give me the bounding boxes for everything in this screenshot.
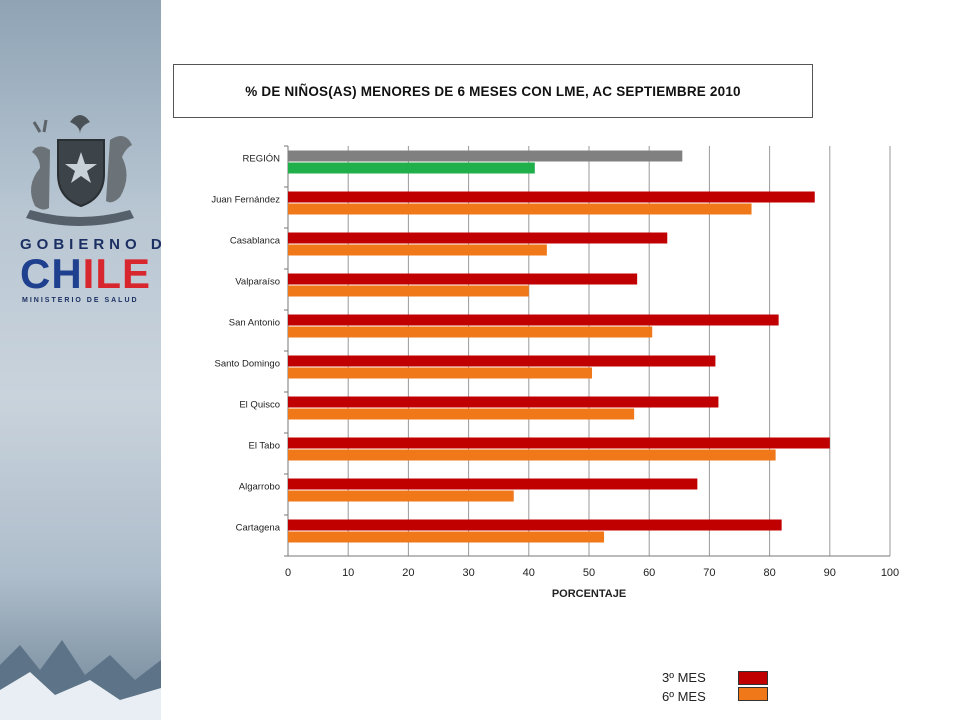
category-label: El Quisco: [239, 400, 280, 411]
bar-3mes: [288, 273, 638, 285]
category-label: El Tabo: [248, 441, 280, 452]
chart-title: % DE NIÑOS(AS) MENORES DE 6 MESES CON LM…: [245, 83, 741, 99]
bar-3mes: [288, 355, 716, 367]
legend-swatch-6mes: [738, 687, 768, 701]
sidebar-panel: GOBIERNO DE CHILE MINISTERIO DE SALUD: [0, 0, 161, 720]
bar-3mes: [288, 191, 815, 203]
chart-title-box: % DE NIÑOS(AS) MENORES DE 6 MESES CON LM…: [173, 64, 813, 118]
chile-logo-part2: ILE: [82, 250, 152, 297]
bar-3mes: [288, 232, 668, 244]
bar-6mes: [288, 203, 752, 215]
bar-6mes: [288, 244, 547, 256]
bar-3mes: [288, 437, 830, 449]
category-label: Valparaíso: [235, 277, 280, 288]
coat-of-arms-icon: [26, 115, 134, 226]
x-tick-label: 10: [342, 567, 354, 579]
x-axis-label: PORCENTAJE: [552, 588, 626, 600]
bar-6mes: [288, 490, 514, 502]
category-label: Santo Domingo: [215, 359, 280, 370]
category-label: Juan Fernández: [211, 195, 280, 206]
x-tick-label: 100: [881, 567, 899, 579]
category-label: Algarrobo: [239, 482, 280, 493]
category-label: Casablanca: [230, 236, 281, 247]
x-tick-label: 50: [583, 567, 595, 579]
x-tick-label: 20: [402, 567, 414, 579]
bar-6mes: [288, 162, 535, 174]
x-tick-label: 70: [703, 567, 715, 579]
category-label: San Antonio: [229, 318, 280, 329]
bar-3mes: [288, 314, 779, 326]
chile-logo-text: CHILE: [20, 250, 151, 298]
bar-6mes: [288, 367, 593, 379]
bar-6mes: [288, 531, 605, 543]
legend-label-3mes: 3º MES: [662, 670, 706, 685]
gobierno-label: GOBIERNO DE: [20, 236, 161, 253]
bar-6mes: [288, 408, 635, 420]
bar-3mes: [288, 396, 719, 408]
legend-label-6mes: 6º MES: [662, 689, 706, 704]
bar-6mes: [288, 326, 653, 338]
x-tick-label: 60: [643, 567, 655, 579]
x-tick-label: 80: [763, 567, 775, 579]
bar-6mes: [288, 449, 776, 461]
bar-6mes: [288, 285, 529, 297]
bar-3mes: [288, 478, 698, 490]
x-tick-label: 90: [824, 567, 836, 579]
x-tick-label: 30: [462, 567, 474, 579]
legend-swatch-3mes: [738, 671, 768, 685]
ministerio-label: MINISTERIO DE SALUD: [22, 297, 139, 304]
x-tick-label: 40: [523, 567, 535, 579]
chile-logo-part1: CH: [20, 250, 83, 297]
x-tick-label: 0: [285, 567, 291, 579]
mountain-decoration: [0, 640, 161, 720]
bar-3mes: [288, 519, 782, 531]
category-label: Cartagena: [236, 523, 281, 534]
category-label: REGIÓN: [243, 154, 281, 165]
bar-3mes: [288, 150, 683, 162]
